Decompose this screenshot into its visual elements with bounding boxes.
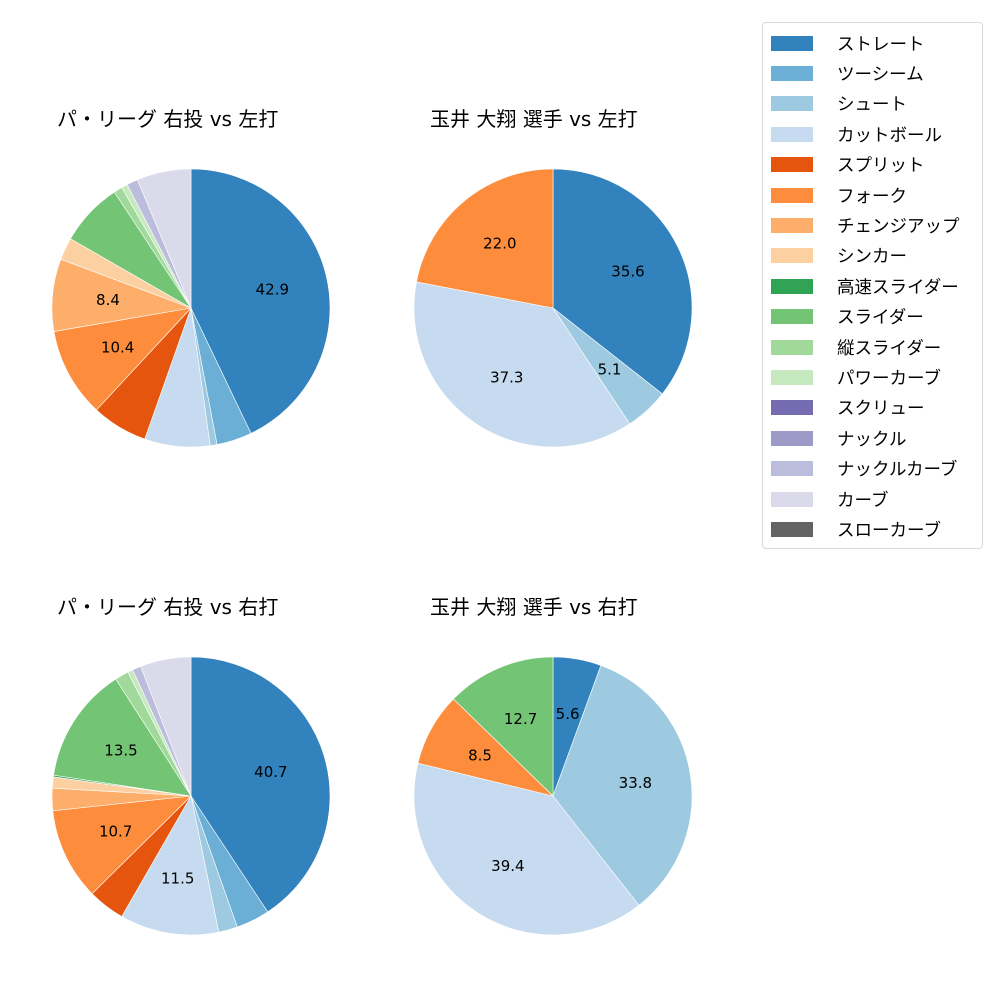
legend-swatch [771,461,813,477]
slice-value-label: 8.5 [468,747,492,765]
legend-item: ツーシーム [771,62,924,85]
legend-item: シュート [771,93,907,115]
legend-label: スライダー [837,308,924,329]
legend-item: スローカーブ [771,518,941,541]
legend-item: スクリュー [771,397,925,419]
legend-swatch [771,369,813,385]
legend-item: 縦スライダー [771,336,942,359]
legend-swatch [771,491,813,507]
slice-value-label: 33.8 [619,774,652,792]
legend-item: 高速スライダー [771,275,959,298]
legend-swatch [771,430,813,446]
legend-swatch [771,521,813,537]
legend-label: カーブ [837,490,889,511]
slice-value-label: 42.9 [256,281,289,299]
legend-swatch [771,339,813,355]
legend-item: ストレート [771,32,925,55]
pie-slice [413,762,640,936]
legend-label: 高速スライダー [837,277,959,298]
legend-swatch [771,126,813,142]
legend-label: スクリュー [837,399,925,420]
pie-slice [552,168,693,395]
slice-value-label: 39.4 [491,857,524,875]
legend-item: チェンジアップ [771,214,960,237]
legend-item: シンカー [771,245,907,267]
slice-value-label: 37.3 [490,368,523,386]
legend-label: ナックルカーブ [837,460,958,481]
legend-label: チェンジアップ [837,216,960,237]
chart-title-player-vs-left: 玉井 大翔 選手 vs 左打 [430,107,638,131]
pie-slice [453,656,554,797]
legend-swatch [771,309,813,325]
legend-item: パワーカーブ [771,366,941,389]
pie-slice [190,168,331,434]
chart-title-league-vs-left: パ・リーグ 右投 vs 左打 [57,107,279,131]
legend-swatch [771,278,813,294]
legend-label: ナックル [837,429,907,450]
pie-slice [413,281,631,448]
pie-slice [52,795,192,895]
legend-label: シュート [837,95,907,116]
pie-slice [416,168,554,309]
slice-value-label: 40.7 [254,763,287,781]
legend-label: スプリット [837,156,925,177]
legend-label: シンカー [837,247,907,268]
legend-label: スローカーブ [837,520,941,541]
legend-swatch [771,217,813,233]
slice-value-label: 5.1 [598,360,622,378]
legend-swatch [771,65,813,81]
legend-label: カットボール [837,125,942,146]
legend-item: スプリット [771,154,925,176]
pie-slice [53,678,192,797]
slice-value-label: 8.4 [96,291,120,309]
legend-label: 縦スライダー [837,338,942,359]
legend-item: フォーク [771,184,907,207]
slice-value-label: 10.4 [101,339,134,357]
legend-item: ナックル [771,427,907,450]
slice-value-label: 12.7 [504,710,537,728]
legend-swatch [771,157,813,173]
legend-swatch [771,400,813,416]
legend-swatch [771,187,813,203]
chart-title-player-vs-right: 玉井 大翔 選手 vs 右打 [430,595,638,619]
legend-swatch [771,96,813,112]
legend-label: パワーカーブ [837,368,941,389]
pie-slice [552,665,693,906]
legend-label: ストレート [837,34,925,55]
legend-label: ツーシーム [837,64,924,85]
slice-value-label: 35.6 [611,263,644,281]
pie-slice [53,307,192,411]
slice-value-label: 10.7 [99,823,132,841]
slice-value-label: 5.6 [556,705,580,723]
legend-item: スライダー [771,306,924,328]
pie-slice [137,168,192,309]
pie-slice [140,656,192,797]
legend-swatch [771,35,813,51]
legend-swatch [771,248,813,264]
slice-value-label: 13.5 [104,742,137,760]
chart-title-league-vs-right: パ・リーグ 右投 vs 右打 [57,595,279,619]
legend-item: ナックルカーブ [771,458,957,480]
slice-value-label: 22.0 [483,235,516,253]
pie-slice [121,795,220,936]
legend-item: カーブ [771,488,889,511]
legend-label: フォーク [837,186,907,207]
legend-item: カットボール [771,123,942,146]
slice-value-label: 11.5 [161,869,194,887]
chart-legend: ストレートツーシームシュートカットボール スプリットフォークチェンジアップ シンカー… [762,22,983,549]
